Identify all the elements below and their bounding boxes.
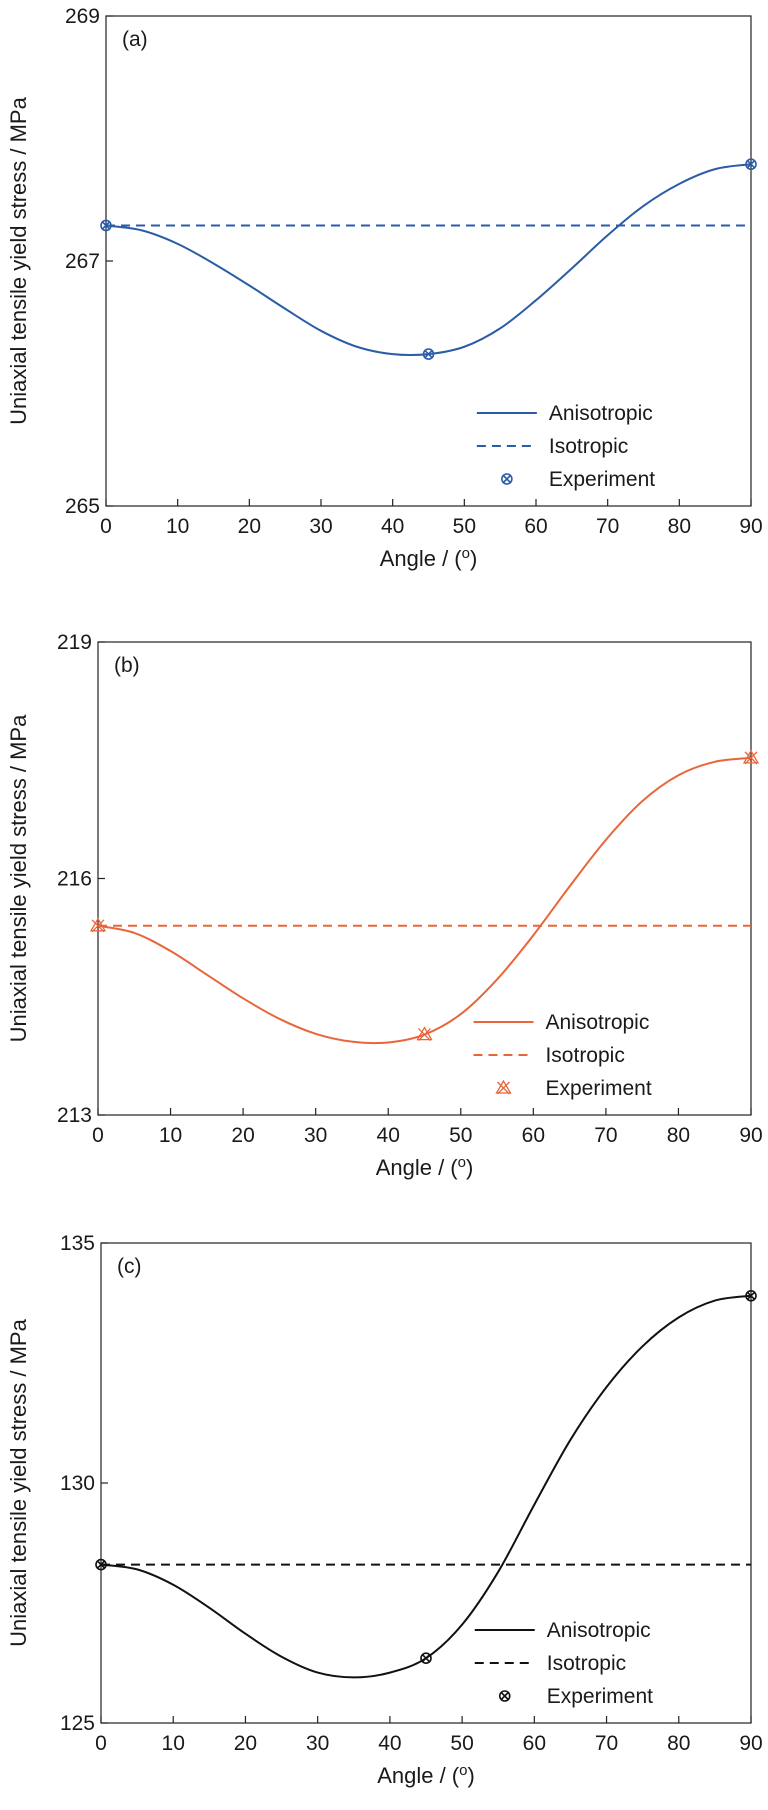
legend-label: Experiment — [547, 1685, 653, 1708]
panel-c: 0 10 20 30 40 50 60 70 80 90 125 130 135 (c) Angle / (… — [6, 1232, 763, 1788]
x-tick-label: 80 — [668, 515, 691, 538]
y-tick-label: 125 — [60, 1712, 95, 1735]
experiment-point — [100, 219, 112, 232]
legend-label: Isotropic — [549, 435, 628, 458]
legend-label: Experiment — [549, 468, 655, 491]
panel-label: (b) — [114, 654, 140, 677]
x-tick-label: 10 — [162, 1732, 185, 1755]
panel-label: (a) — [122, 28, 148, 51]
y-axis-label: Uniaxial tensile yield stress / MPa — [6, 1318, 31, 1646]
y-tick-label: 216 — [57, 868, 92, 891]
x-tick-label: 70 — [595, 1732, 618, 1755]
x-tick-label: 90 — [739, 515, 762, 538]
y-axis-label: Uniaxial tensile yield stress / MPa — [6, 714, 31, 1042]
x-axis-label: Angle / (o) — [380, 545, 478, 571]
legend-label: Experiment — [545, 1077, 651, 1100]
x-tick-label: 80 — [667, 1124, 690, 1147]
x-tick-label: 20 — [231, 1124, 254, 1147]
legend-item: Anisotropic — [474, 1619, 651, 1642]
x-tick-label: 50 — [453, 515, 476, 538]
legend-item: Isotropic — [476, 435, 628, 458]
experiment-point — [420, 1652, 432, 1664]
y-axis-label: Uniaxial tensile yield stress / MPa — [6, 96, 31, 424]
experiment-point — [416, 1026, 433, 1042]
legend-item: Isotropic — [474, 1652, 626, 1675]
x-tick-label: 60 — [522, 1124, 545, 1147]
x-tick-label: 0 — [100, 515, 112, 538]
x-tick-label: 40 — [381, 515, 404, 538]
experiment-point — [745, 158, 757, 171]
x-tick-label: 10 — [166, 515, 189, 538]
legend-item: Experiment — [495, 1077, 652, 1100]
y-tick-label: 130 — [60, 1472, 95, 1495]
x-tick-label: 20 — [234, 1732, 257, 1755]
y-tick-label: 213 — [57, 1104, 92, 1127]
x-tick-label: 30 — [306, 1732, 329, 1755]
x-tick-label: 60 — [524, 515, 547, 538]
x-tick-label: 50 — [449, 1124, 472, 1147]
x-tick-label: 90 — [739, 1124, 762, 1147]
x-tick-label: 70 — [596, 515, 619, 538]
x-tick-label: 40 — [377, 1124, 400, 1147]
legend-label: Anisotropic — [545, 1011, 649, 1034]
x-tick-label: 90 — [739, 1732, 762, 1755]
experiment-point — [745, 1290, 757, 1302]
legend-swatch — [498, 1690, 511, 1702]
legend-label: Anisotropic — [549, 402, 653, 425]
experiment-point — [742, 749, 760, 765]
x-tick-label: 50 — [450, 1732, 473, 1755]
x-axis-label: Angle / (o) — [377, 1762, 475, 1788]
x-tick-label: 30 — [304, 1124, 327, 1147]
x-tick-label: 80 — [667, 1732, 690, 1755]
legend-label: Anisotropic — [547, 1619, 651, 1642]
y-tick-label: 267 — [65, 250, 100, 273]
y-tick-label: 265 — [65, 495, 100, 518]
x-tick-label: 20 — [238, 515, 261, 538]
experiment-point — [95, 1558, 107, 1571]
experiment-point — [422, 348, 435, 360]
x-tick-label: 30 — [309, 515, 332, 538]
legend-swatch — [501, 473, 513, 485]
experiment-point — [89, 917, 107, 933]
panel-a: 0 10 20 30 40 50 60 70 80 90 265 267 269 (a) Angle / (… — [6, 5, 763, 571]
legend-item: Anisotropic — [473, 1011, 649, 1034]
y-tick-label: 219 — [57, 631, 92, 654]
panel-b: 0 10 20 30 40 50 60 70 80 90 213 216 219 (b) Angle / (… — [6, 631, 763, 1180]
panel-label: (c) — [117, 1255, 142, 1278]
x-tick-label: 10 — [159, 1124, 182, 1147]
x-axis-label: Angle / (o) — [376, 1154, 474, 1180]
legend-item: Isotropic — [473, 1044, 625, 1067]
legend-label: Isotropic — [545, 1044, 624, 1067]
x-tick-label: 0 — [95, 1732, 107, 1755]
x-tick-label: 60 — [523, 1732, 546, 1755]
x-tick-label: 70 — [594, 1124, 617, 1147]
y-tick-label: 269 — [65, 5, 100, 28]
x-tick-label: 40 — [378, 1732, 401, 1755]
legend-item: Experiment — [498, 1685, 653, 1708]
legend-swatch — [495, 1079, 512, 1095]
legend-item: Anisotropic — [476, 402, 653, 425]
x-tick-label: 0 — [92, 1124, 104, 1147]
y-tick-label: 135 — [60, 1232, 95, 1255]
legend-item: Experiment — [501, 468, 655, 491]
legend-label: Isotropic — [547, 1652, 626, 1675]
